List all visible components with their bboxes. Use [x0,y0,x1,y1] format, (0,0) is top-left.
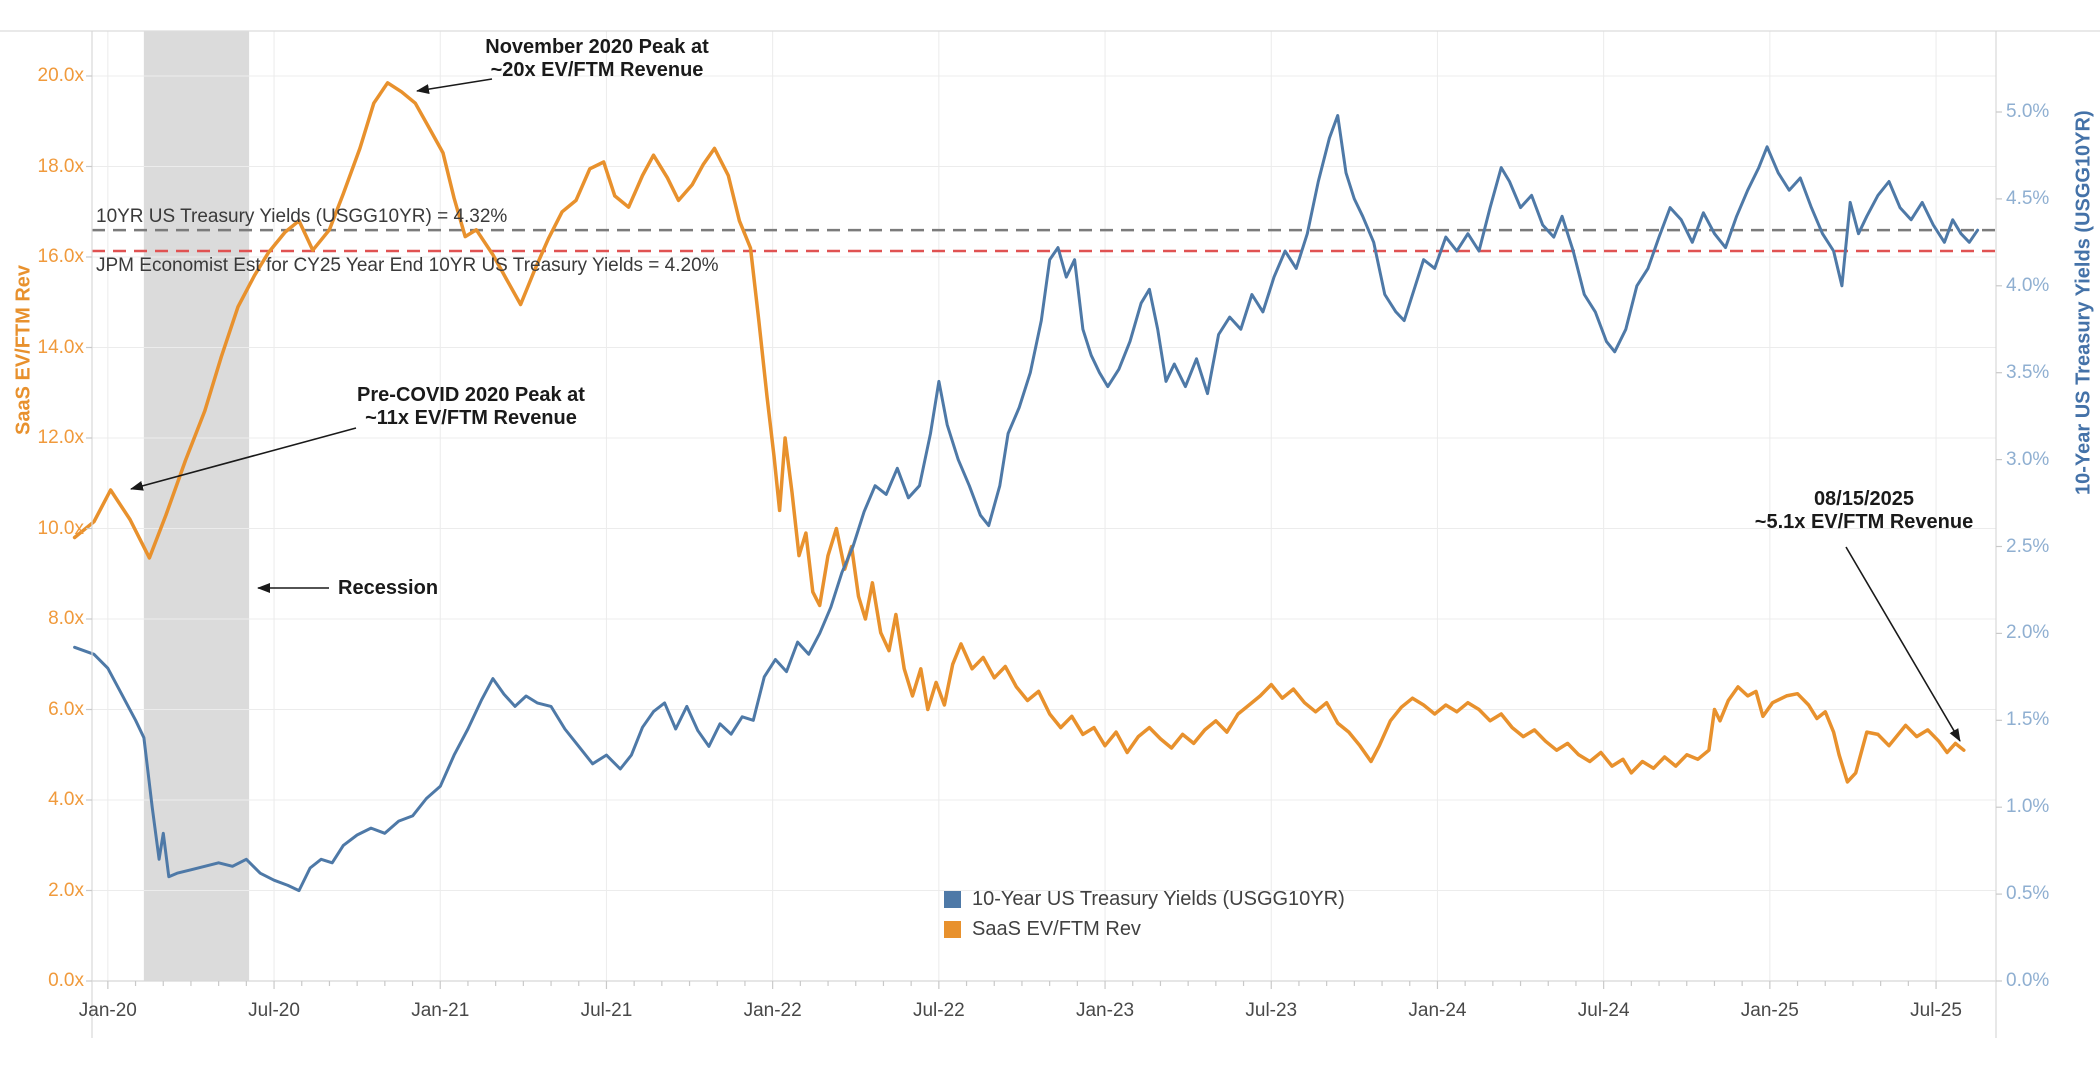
y-left-tick-label: 12.0x [37,427,84,448]
y-left-tick-label: 6.0x [48,698,84,720]
jpm-estimate-reference-label: JPM Economist Est for CY25 Year End 10YR… [96,255,719,276]
x-axis-tick-label: Jan-22 [743,1000,802,1021]
reference-lines [92,228,1996,253]
y-right-tick-label: 0.0% [2006,970,2050,991]
legend: 10-Year US Treasury Yields (USGG10YR) Sa… [944,884,1345,944]
x-axis-tick-label: Jul-24 [1577,1000,1630,1021]
annotation-november-2020-peak: November 2020 Peak at ~20x EV/FTM Revenu… [485,36,709,81]
y-right-tick-label: 5.0% [2006,101,2050,122]
saas-ev-ftm-rev-swatch-icon [944,920,961,938]
legend-item-treasury-yields[interactable]: 10-Year US Treasury Yields (USGG10YR) [944,884,1345,914]
x-axis-tick-label: Jan-24 [1408,1000,1467,1021]
x-axis-tick-label: Jul-22 [912,1000,965,1021]
x-axis-tick-label: Jul-21 [580,1000,633,1021]
annotation-precovid-2020-peak: Pre-COVID 2020 Peak at ~11x EV/FTM Reven… [357,384,585,429]
saas-ev-ftm-rev-line [72,81,1966,784]
annotation-arrows [130,78,1961,742]
series-lines [72,81,1980,893]
y-right-tick-label: 3.0% [2006,448,2050,470]
gridlines [92,31,1996,982]
y-left-tick-label: 10.0x [37,517,84,539]
y-left-tick-label: 18.0x [37,155,84,177]
y-right-tick-label: 1.5% [2006,709,2050,731]
y-right-tick-label: 3.5% [2006,361,2050,383]
y-right-tick-label: 4.0% [2006,274,2050,296]
y-right-tick-label: 1.0% [2006,796,2050,818]
legend-item-label: 10-Year US Treasury Yields (USGG10YR) [972,887,1345,910]
y-right-tick-label: 2.0% [2006,622,2050,644]
y-right-tick-label: 4.5% [2006,187,2050,209]
treasury-yields-swatch-icon [944,890,961,908]
treasury-yield-reference-label: 10YR US Treasury Yields (USGG10YR) = 4.3… [96,206,508,227]
x-axis-tick-label: Jul-25 [1910,1000,1962,1021]
x-axis-tick-label: Jan-21 [411,1000,470,1021]
annotation-aug-15-2025: 08/15/2025 ~5.1x EV/FTM Revenue [1754,488,1974,533]
y-left-tick-label: 20.0x [37,65,84,86]
treasury-yields-line [73,114,1980,893]
y-left-tick-label: 0.0x [48,970,84,991]
x-axis-tick-label: Jan-20 [78,1000,137,1021]
y-left-tick-label: 14.0x [37,336,84,358]
recession-shaded-band [143,31,250,981]
annotation-recession: Recession [338,577,439,599]
legend-item-saas-ev-ftm-rev[interactable]: SaaS EV/FTM Rev [944,914,1345,944]
y-right-tick-label: 0.5% [2006,883,2050,905]
x-axis-tick-label: Jul-23 [1245,1000,1298,1021]
x-axis-tick-label: Jan-25 [1740,1000,1799,1021]
legend-item-label: SaaS EV/FTM Rev [972,917,1141,940]
y-left-tick-label: 4.0x [48,789,84,810]
y-left-tick-label: 2.0x [48,879,84,901]
x-axis-tick-label: Jul-20 [248,1000,300,1021]
y-right-tick-label: 2.5% [2006,535,2050,557]
x-axis-tick-label: Jan-23 [1075,1000,1135,1021]
y-left-tick-label: 16.0x [37,246,84,267]
y-left-tick-label: 8.0x [48,608,84,629]
plot-frame [0,30,2100,1038]
